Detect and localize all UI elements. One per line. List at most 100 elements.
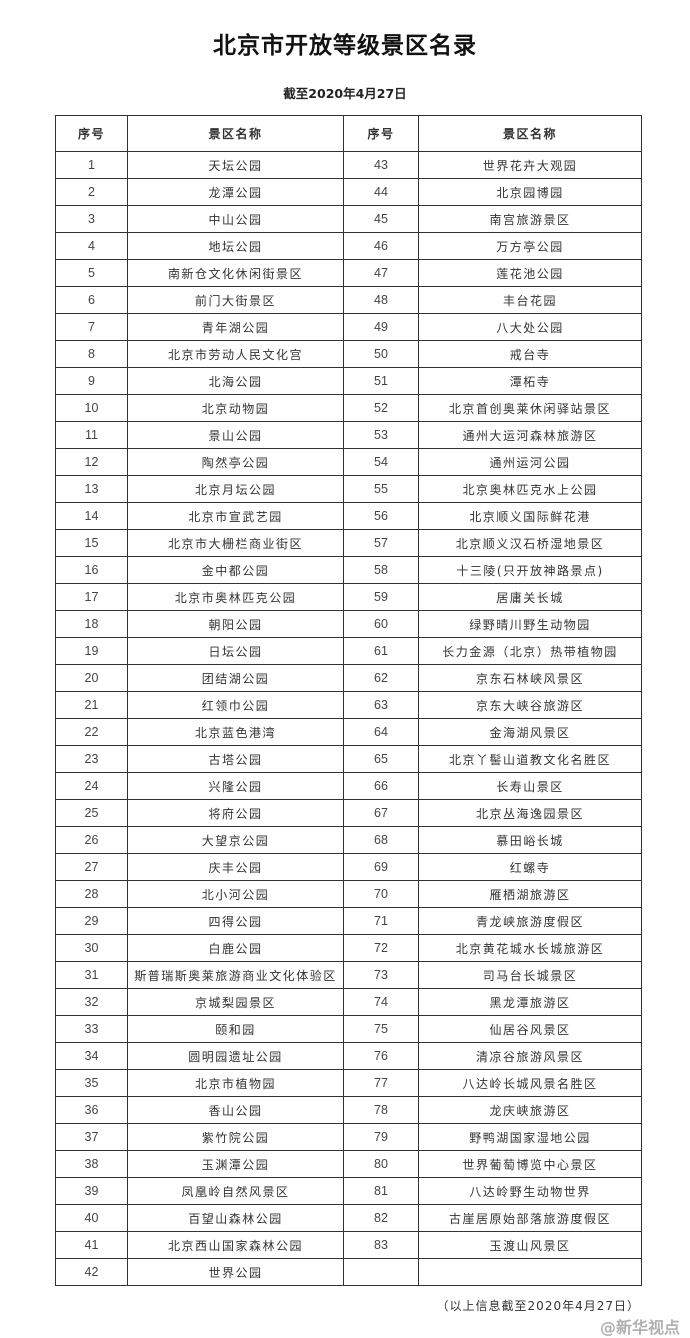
scenic-area-name: 白鹿公园 bbox=[127, 934, 344, 962]
table-row: 42 世界公园 bbox=[55, 1258, 642, 1286]
scenic-area-name: 圆明园遗址公园 bbox=[127, 1042, 344, 1070]
scenic-area-name: 北京市奥林匹克公园 bbox=[127, 583, 344, 611]
scenic-area-name: 金中都公园 bbox=[127, 556, 344, 584]
scenic-area-name: 青年湖公园 bbox=[127, 313, 344, 341]
scenic-area-name: 世界花卉大观园 bbox=[418, 151, 642, 179]
table-row: 37 紫竹院公园 79 野鸭湖国家湿地公园 bbox=[55, 1123, 642, 1151]
scenic-area-name: 世界公园 bbox=[127, 1258, 344, 1286]
row-number: 65 bbox=[343, 745, 419, 773]
table-row: 30 白鹿公园 72 北京黄花城水长城旅游区 bbox=[55, 934, 642, 962]
scenic-area-name: 清凉谷旅游风景区 bbox=[418, 1042, 642, 1070]
row-number: 69 bbox=[343, 853, 419, 881]
row-number: 52 bbox=[343, 394, 419, 422]
row-number: 29 bbox=[55, 907, 128, 935]
row-number: 8 bbox=[55, 340, 128, 368]
row-number: 60 bbox=[343, 610, 419, 638]
scenic-area-name: 长寿山景区 bbox=[418, 772, 642, 800]
scenic-area-name: 中山公园 bbox=[127, 205, 344, 233]
scenic-area-name: 朝阳公园 bbox=[127, 610, 344, 638]
row-number: 23 bbox=[55, 745, 128, 773]
row-number: 15 bbox=[55, 529, 128, 557]
row-number: 31 bbox=[55, 961, 128, 989]
row-number: 68 bbox=[343, 826, 419, 854]
scenic-area-name: 通州大运河森林旅游区 bbox=[418, 421, 642, 449]
scenic-area-name: 大望京公园 bbox=[127, 826, 344, 854]
scenic-area-name: 雁栖湖旅游区 bbox=[418, 880, 642, 908]
table-row: 9 北海公园 51 潭柘寺 bbox=[55, 367, 642, 395]
header-number: 序号 bbox=[343, 115, 419, 152]
row-number: 78 bbox=[343, 1096, 419, 1124]
row-number: 22 bbox=[55, 718, 128, 746]
row-number: 71 bbox=[343, 907, 419, 935]
scenic-area-name: 万方亭公园 bbox=[418, 232, 642, 260]
row-number: 36 bbox=[55, 1096, 128, 1124]
table-header-row: 序号 景区名称 序号 景区名称 bbox=[55, 115, 642, 152]
table-row: 33 颐和园 75 仙居谷风景区 bbox=[55, 1015, 642, 1043]
table-row: 3 中山公园 45 南宫旅游景区 bbox=[55, 205, 642, 233]
scenic-area-name: 潭柘寺 bbox=[418, 367, 642, 395]
scenic-area-name: 斯普瑞斯奥莱旅游商业文化体验区 bbox=[127, 961, 344, 989]
row-number: 59 bbox=[343, 583, 419, 611]
row-number: 53 bbox=[343, 421, 419, 449]
scenic-area-name: 北京月坛公园 bbox=[127, 475, 344, 503]
scenic-area-name: 天坛公园 bbox=[127, 151, 344, 179]
document-title: 北京市开放等级景区名录 bbox=[213, 33, 477, 59]
scenic-area-name: 龙潭公园 bbox=[127, 178, 344, 206]
table-row: 19 日坛公园 61 长力金源（北京）热带植物园 bbox=[55, 637, 642, 665]
row-number: 70 bbox=[343, 880, 419, 908]
scenic-area-name: 颐和园 bbox=[127, 1015, 344, 1043]
scenic-area-name: 古塔公园 bbox=[127, 745, 344, 773]
scenic-area-name: 北京西山国家森林公园 bbox=[127, 1231, 344, 1259]
scenic-area-name: 北京市植物园 bbox=[127, 1069, 344, 1097]
scenic-area-name: 陶然亭公园 bbox=[127, 448, 344, 476]
row-number: 10 bbox=[55, 394, 128, 422]
header-name: 景区名称 bbox=[127, 115, 344, 152]
row-number: 80 bbox=[343, 1150, 419, 1178]
row-number: 54 bbox=[343, 448, 419, 476]
scenic-area-name: 玉渊潭公园 bbox=[127, 1150, 344, 1178]
row-number: 47 bbox=[343, 259, 419, 287]
row-number: 33 bbox=[55, 1015, 128, 1043]
row-number: 30 bbox=[55, 934, 128, 962]
row-number: 24 bbox=[55, 772, 128, 800]
row-number: 43 bbox=[343, 151, 419, 179]
row-number: 83 bbox=[343, 1231, 419, 1259]
scenic-area-name: 通州运河公园 bbox=[418, 448, 642, 476]
scenic-area-name: 庆丰公园 bbox=[127, 853, 344, 881]
row-number: 57 bbox=[343, 529, 419, 557]
row-number: 79 bbox=[343, 1123, 419, 1151]
table-row: 11 景山公园 53 通州大运河森林旅游区 bbox=[55, 421, 642, 449]
scenic-area-name: 世界葡萄博览中心景区 bbox=[418, 1150, 642, 1178]
row-number: 34 bbox=[55, 1042, 128, 1070]
scenic-area-name bbox=[418, 1258, 642, 1286]
row-number: 42 bbox=[55, 1258, 128, 1286]
scenic-area-name: 八达岭野生动物世界 bbox=[418, 1177, 642, 1205]
table-body: 1 天坛公园 43 世界花卉大观园 2 龙潭公园 44 北京园博园 3 中山公园 45 南宫旅游景区 4… bbox=[55, 151, 642, 1286]
table-row: 5 南新仓文化休闲街景区 47 莲花池公园 bbox=[55, 259, 642, 287]
table-row: 25 将府公园 67 北京丛海逸园景区 bbox=[55, 799, 642, 827]
document-subtitle: 截至2020年4月27日 bbox=[283, 86, 407, 101]
row-number: 58 bbox=[343, 556, 419, 584]
scenic-area-name: 居庸关长城 bbox=[418, 583, 642, 611]
scenic-area-name: 戒台寺 bbox=[418, 340, 642, 368]
scenic-area-name: 黑龙潭旅游区 bbox=[418, 988, 642, 1016]
row-number: 41 bbox=[55, 1231, 128, 1259]
scenic-area-name: 北海公园 bbox=[127, 367, 344, 395]
row-number: 75 bbox=[343, 1015, 419, 1043]
scenic-area-name: 玉渡山风景区 bbox=[418, 1231, 642, 1259]
scenic-area-name: 仙居谷风景区 bbox=[418, 1015, 642, 1043]
row-number: 40 bbox=[55, 1204, 128, 1232]
watermark: @新华视点 bbox=[599, 1318, 680, 1337]
table-row: 2 龙潭公园 44 北京园博园 bbox=[55, 178, 642, 206]
scenic-area-name: 红螺寺 bbox=[418, 853, 642, 881]
scenic-area-name: 景山公园 bbox=[127, 421, 344, 449]
table-row: 8 北京市劳动人民文化宫 50 戒台寺 bbox=[55, 340, 642, 368]
scenic-area-name: 南新仓文化休闲街景区 bbox=[127, 259, 344, 287]
scenic-area-name: 将府公园 bbox=[127, 799, 344, 827]
row-number: 18 bbox=[55, 610, 128, 638]
scenic-area-name: 绿野晴川野生动物园 bbox=[418, 610, 642, 638]
table-row: 28 北小河公园 70 雁栖湖旅游区 bbox=[55, 880, 642, 908]
scenic-area-name: 莲花池公园 bbox=[418, 259, 642, 287]
scenic-area-name: 团结湖公园 bbox=[127, 664, 344, 692]
table-row: 21 红领巾公园 63 京东大峡谷旅游区 bbox=[55, 691, 642, 719]
